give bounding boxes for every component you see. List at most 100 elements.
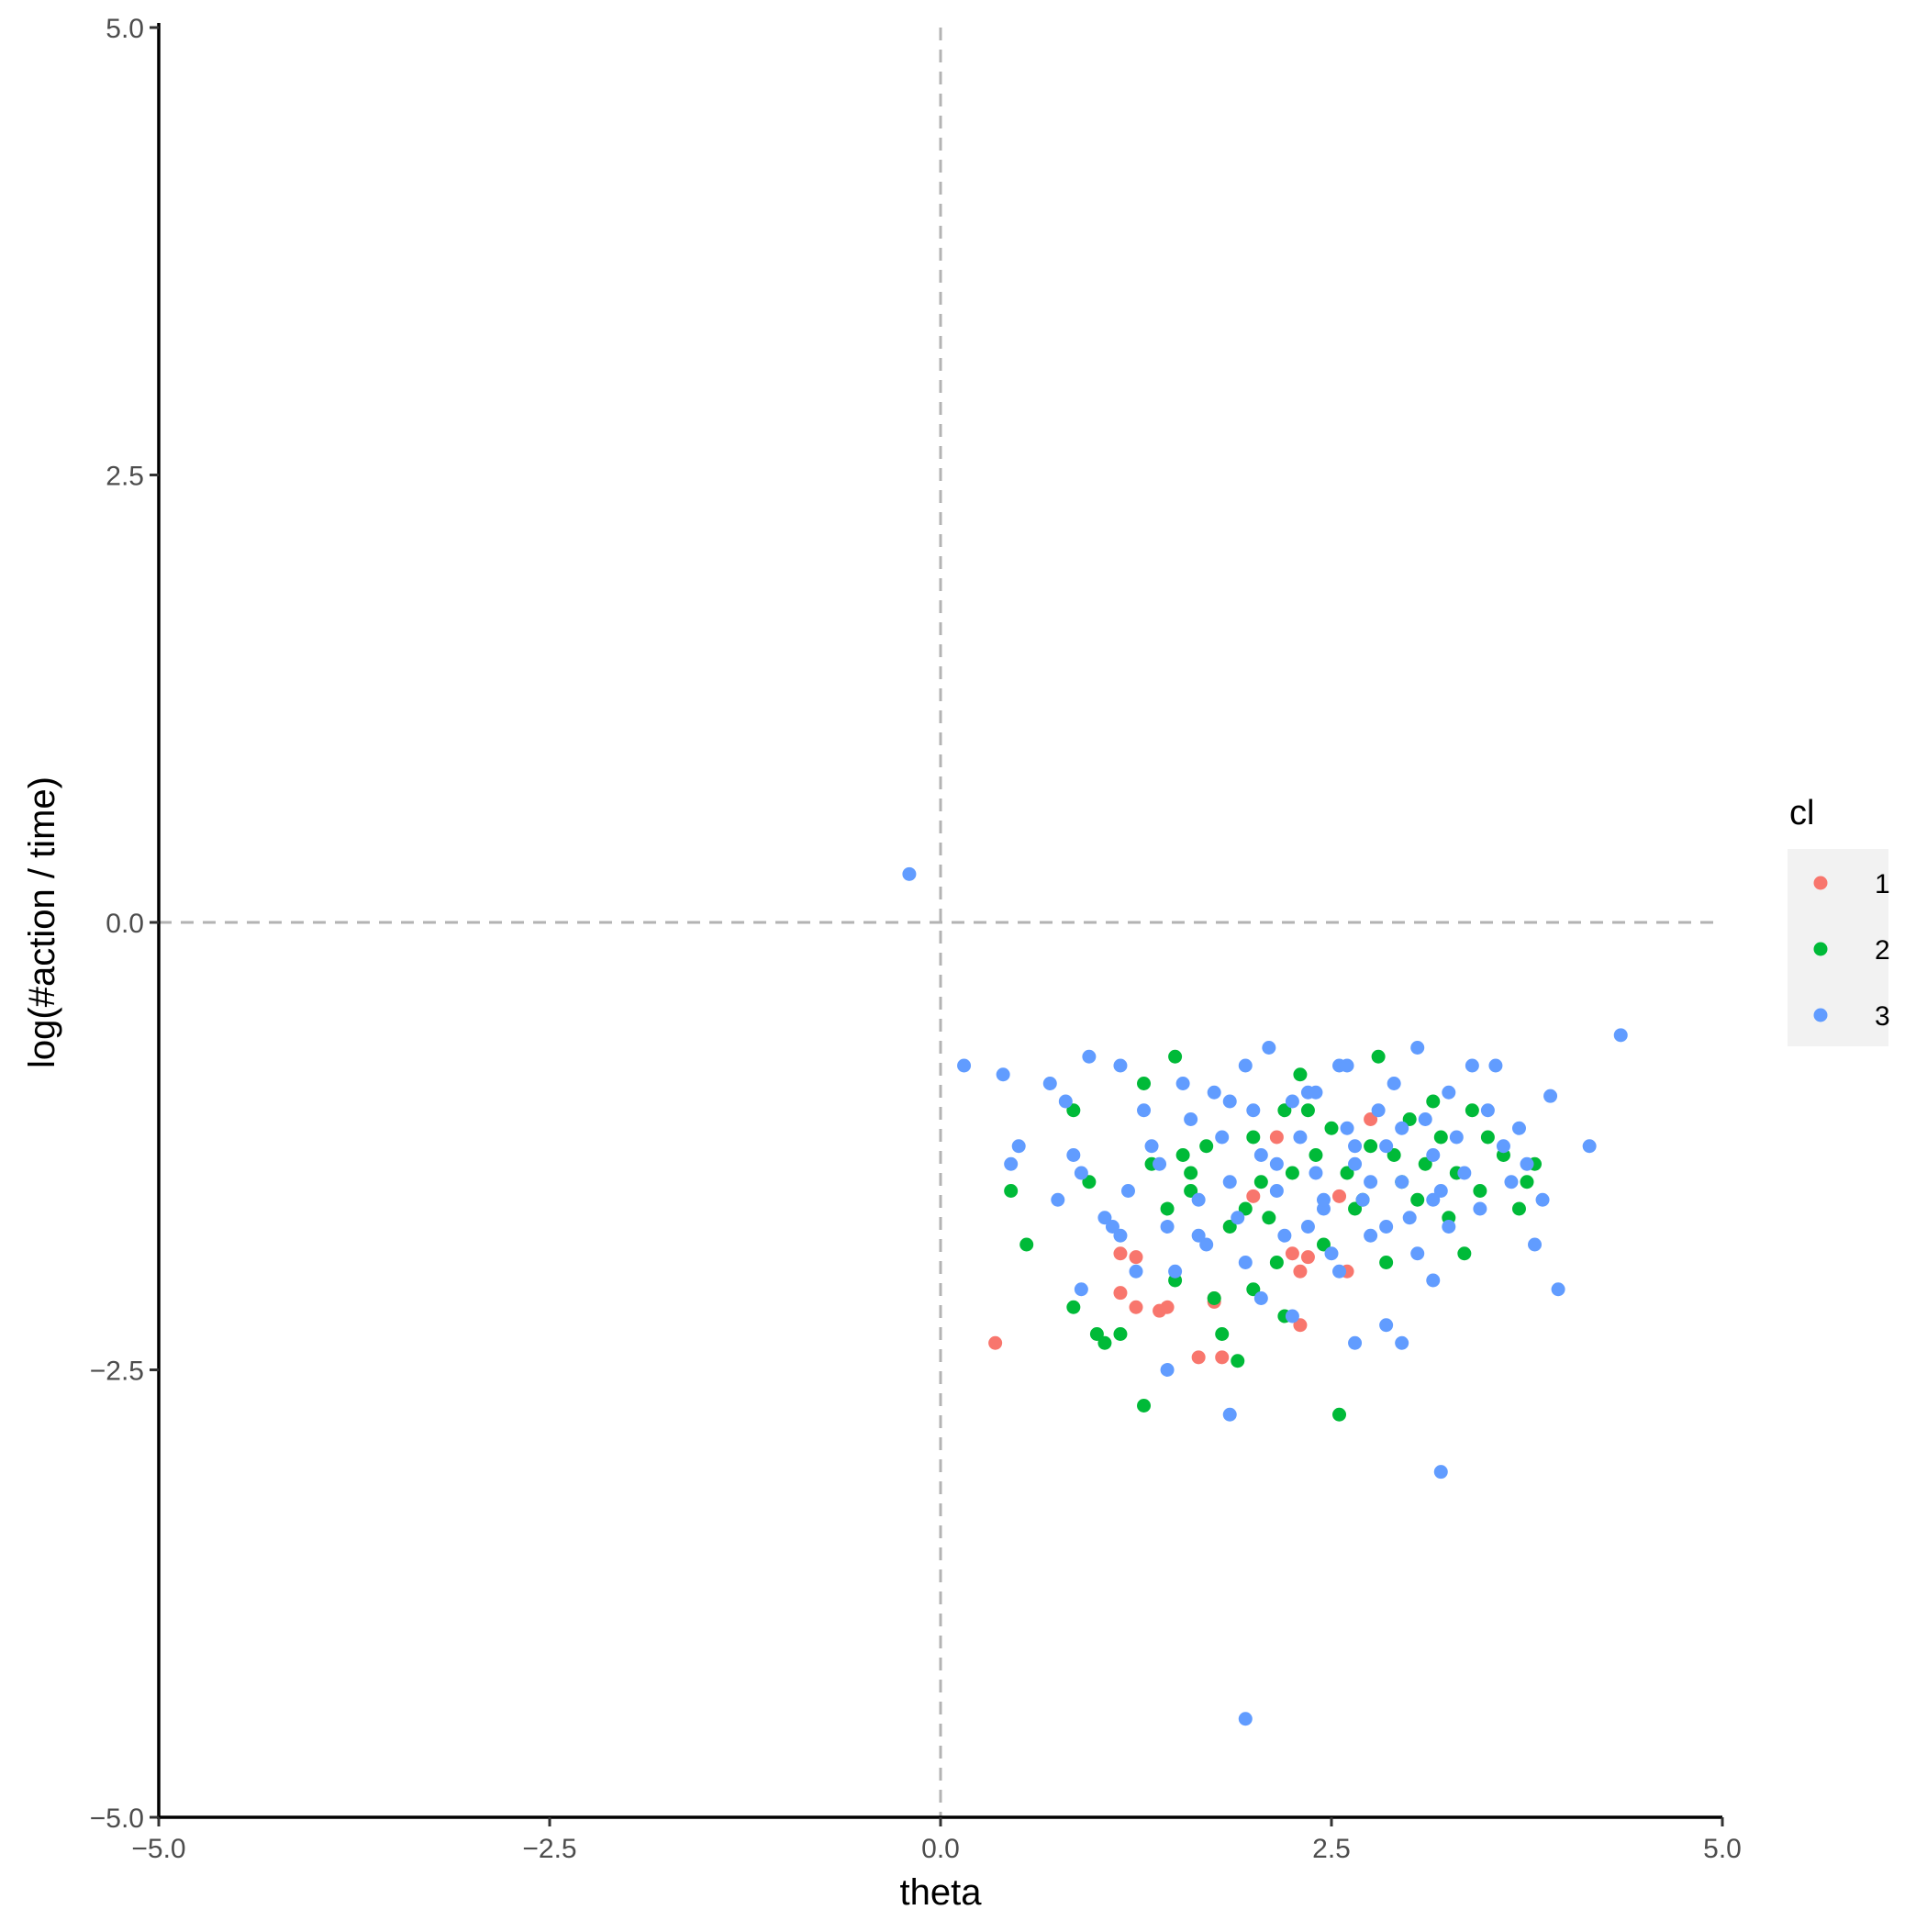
- tick-labels: −5.0 −2.5 0.0 2.5 5.0 5.0 2.5 0.0 −2.5 −5.0: [90, 14, 1742, 1864]
- x-tick-label: 5.0: [1703, 1834, 1742, 1864]
- data-point-cl-2: [1309, 1148, 1323, 1162]
- legend: cl 1 2 3: [1788, 794, 1890, 1046]
- data-point-cl-3: [1215, 1130, 1230, 1145]
- data-point-cl-3: [1113, 1058, 1128, 1073]
- data-point-cl-3: [1543, 1089, 1558, 1103]
- data-point-cl-3: [1309, 1166, 1323, 1180]
- data-point-cl-3: [1379, 1220, 1394, 1234]
- data-point-cl-2: [1253, 1175, 1268, 1189]
- data-point-cl-3: [1387, 1077, 1401, 1090]
- data-point-cl-1: [1113, 1286, 1128, 1301]
- data-point-cl-2: [1465, 1103, 1479, 1118]
- data-point-cl-2: [1332, 1407, 1347, 1422]
- legend-title: cl: [1789, 794, 1814, 832]
- data-point-cl-3: [1184, 1112, 1198, 1126]
- data-point-cl-2: [1184, 1184, 1198, 1198]
- data-point-cl-3: [1004, 1156, 1019, 1171]
- data-point-cl-3: [1082, 1049, 1097, 1064]
- data-point-cl-3: [1582, 1139, 1597, 1154]
- data-point-cl-3: [1410, 1041, 1425, 1055]
- legend-key-2: [1813, 942, 1828, 956]
- data-point-cl-2: [1137, 1399, 1152, 1413]
- data-point-cl-1: [1293, 1318, 1308, 1333]
- reference-lines: [159, 28, 1722, 1817]
- data-point-cl-2: [1199, 1139, 1214, 1154]
- data-point-cl-2: [1066, 1300, 1081, 1314]
- data-point-cl-3: [1175, 1077, 1190, 1090]
- data-point-cl-2: [1457, 1246, 1472, 1261]
- data-point-cl-3: [957, 1058, 972, 1073]
- data-point-cl-3: [1105, 1220, 1119, 1234]
- data-point-cl-3: [1207, 1085, 1221, 1100]
- data-point-cl-3: [1246, 1103, 1261, 1118]
- data-point-cl-3: [1488, 1058, 1503, 1073]
- legend-key-1: [1813, 876, 1828, 890]
- data-point-cl-3: [1300, 1220, 1315, 1234]
- data-point-cl-3: [1332, 1264, 1347, 1279]
- data-point-cl-2: [1238, 1201, 1253, 1216]
- data-point-cl-1: [1129, 1300, 1143, 1314]
- data-point-cl-3: [902, 866, 917, 881]
- data-point-cl-3: [1042, 1077, 1057, 1090]
- legend-key-3: [1813, 1008, 1828, 1022]
- legend-entries: 1 2 3: [1813, 869, 1890, 1032]
- y-tick-label: 5.0: [106, 14, 144, 44]
- data-point-cl-2: [1300, 1103, 1315, 1118]
- data-point-cl-2: [1168, 1049, 1183, 1064]
- data-point-cl-1: [1332, 1189, 1347, 1203]
- data-point-cl-3: [1410, 1246, 1425, 1261]
- data-point-cl-2: [1262, 1211, 1276, 1225]
- data-point-cl-2: [1511, 1201, 1526, 1216]
- x-tick-label: −2.5: [522, 1834, 576, 1864]
- data-point-cl-2: [1364, 1139, 1378, 1154]
- data-point-cl-2: [1137, 1077, 1152, 1090]
- data-point-cl-1: [988, 1335, 1003, 1350]
- data-point-cl-3: [1520, 1156, 1534, 1171]
- data-point-cl-3: [1535, 1192, 1550, 1207]
- data-point-cl-3: [1457, 1166, 1472, 1180]
- data-point-cl-3: [1168, 1264, 1183, 1279]
- data-point-cl-2: [1433, 1130, 1448, 1145]
- y-tick-label: 0.0: [106, 909, 144, 939]
- data-point-cl-1: [1191, 1350, 1206, 1365]
- data-point-cl-2: [1097, 1335, 1112, 1350]
- data-point-cl-3: [1402, 1211, 1417, 1225]
- data-point-cl-2: [1082, 1175, 1097, 1189]
- data-point-cl-3: [1191, 1192, 1206, 1207]
- data-point-cl-3: [1137, 1103, 1152, 1118]
- y-axis-title: log(#action / time): [22, 776, 62, 1068]
- data-point-cl-3: [1199, 1237, 1214, 1252]
- data-point-cl-3: [1395, 1121, 1409, 1135]
- legend-label-2: 2: [1875, 935, 1890, 966]
- data-point-cl-3: [1144, 1139, 1159, 1154]
- data-point-cl-3: [1309, 1085, 1323, 1100]
- data-point-cl-3: [1426, 1148, 1441, 1162]
- data-point-cl-1: [1246, 1189, 1261, 1203]
- data-point-cl-3: [1442, 1085, 1456, 1100]
- data-point-cl-3: [1504, 1175, 1519, 1189]
- data-point-cl-3: [1238, 1256, 1253, 1269]
- data-point-cl-3: [1316, 1192, 1331, 1207]
- data-point-cl-3: [1160, 1220, 1175, 1234]
- data-point-cl-1: [1269, 1130, 1284, 1145]
- data-point-cl-3: [1238, 1712, 1253, 1726]
- x-tick-label: −5.0: [131, 1834, 185, 1864]
- data-point-cl-3: [1058, 1094, 1073, 1109]
- data-point-cl-2: [1066, 1103, 1081, 1118]
- data-point-cl-2: [1184, 1166, 1198, 1180]
- legend-label-3: 3: [1875, 1001, 1890, 1032]
- data-point-cl-2: [1379, 1256, 1394, 1269]
- data-point-cl-3: [1129, 1264, 1143, 1279]
- data-point-cl-3: [1222, 1094, 1237, 1109]
- data-point-cl-2: [1402, 1112, 1417, 1126]
- data-point-cl-2: [1480, 1130, 1495, 1145]
- data-point-cl-2: [1231, 1354, 1245, 1368]
- data-point-cl-3: [1364, 1228, 1378, 1243]
- data-point-cl-1: [1113, 1246, 1128, 1261]
- data-point-cl-3: [1364, 1175, 1378, 1189]
- data-point-cl-2: [1215, 1327, 1230, 1341]
- data-point-cl-3: [1074, 1166, 1088, 1180]
- x-axis-title: theta: [900, 1872, 983, 1913]
- data-point-cl-2: [1175, 1148, 1190, 1162]
